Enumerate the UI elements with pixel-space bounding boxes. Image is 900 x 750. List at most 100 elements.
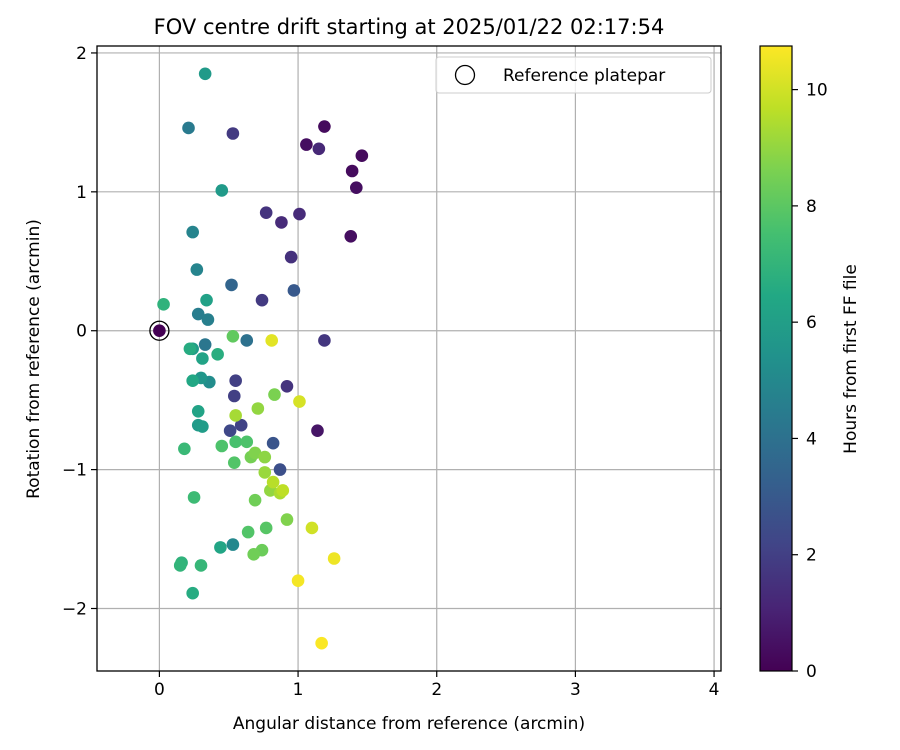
y-tick-label: 1 <box>76 183 87 203</box>
data-points <box>153 67 369 650</box>
data-point <box>311 424 324 438</box>
data-point <box>276 484 290 497</box>
data-point <box>268 388 281 401</box>
x-tick-label: 3 <box>570 680 581 700</box>
data-point <box>227 456 241 469</box>
data-point <box>227 389 241 403</box>
data-point <box>266 475 280 489</box>
colorbar-gradient <box>759 45 793 672</box>
data-point <box>265 334 279 347</box>
data-point <box>183 342 197 356</box>
legend-entry-reference-platepar: Reference platepar <box>503 66 665 86</box>
colorbar-tick-label: 8 <box>806 197 817 217</box>
data-point <box>259 206 273 219</box>
data-point <box>248 493 262 507</box>
plot-area-frame <box>96 45 722 672</box>
colorbar-tick-label: 0 <box>806 662 817 682</box>
data-point <box>173 559 187 572</box>
x-axis-ticks: 0 1 2 3 4 <box>154 671 719 700</box>
data-point <box>259 521 273 535</box>
data-point <box>248 446 262 460</box>
data-point <box>327 552 341 565</box>
data-point <box>315 636 328 650</box>
data-point <box>284 250 298 264</box>
data-point <box>226 127 240 140</box>
colorbar-tick-label: 2 <box>806 546 817 566</box>
data-point <box>293 207 306 221</box>
colorbar-ticks: 0 2 4 6 8 10 <box>792 81 828 682</box>
data-point <box>287 284 301 297</box>
data-point <box>251 402 265 415</box>
data-point <box>223 424 237 438</box>
data-point <box>198 67 212 81</box>
y-axis-label: Rotation from reference (arcmin) <box>24 219 44 499</box>
data-point <box>186 374 199 388</box>
legend: Reference platepar <box>435 56 712 94</box>
colorbar-tick-label: 10 <box>806 81 828 101</box>
data-point <box>344 229 358 243</box>
data-point <box>198 338 212 351</box>
chart-title: FOV centre drift starting at 2025/01/22 … <box>154 15 665 39</box>
data-point <box>280 513 294 526</box>
y-tick-label: 0 <box>76 322 87 342</box>
x-axis-label: Angular distance from reference (arcmin) <box>233 714 585 734</box>
data-point <box>157 298 170 311</box>
x-tick-label: 1 <box>293 680 304 700</box>
data-point <box>191 307 205 321</box>
colorbar-tick-label: 4 <box>806 429 817 449</box>
data-point <box>240 334 254 347</box>
x-tick-label: 2 <box>431 680 442 700</box>
data-point <box>280 379 294 393</box>
data-point <box>247 548 260 561</box>
data-point <box>345 164 359 178</box>
data-point <box>190 263 204 276</box>
data-point <box>153 324 166 338</box>
data-point <box>194 559 208 572</box>
data-point <box>226 538 240 551</box>
reference-marker <box>149 320 170 341</box>
data-point <box>196 420 209 433</box>
data-point <box>187 491 201 504</box>
data-point <box>229 374 242 388</box>
y-tick-label: −2 <box>62 600 87 620</box>
y-axis-ticks: −2 −1 0 1 2 <box>62 44 97 620</box>
data-point <box>201 313 215 326</box>
data-point <box>229 409 242 422</box>
data-point <box>226 329 240 343</box>
data-point <box>318 334 331 347</box>
data-point <box>191 404 205 418</box>
data-point <box>241 525 255 539</box>
data-point <box>186 225 199 239</box>
data-point <box>293 395 306 408</box>
data-point <box>350 181 363 194</box>
data-point <box>266 436 280 450</box>
data-point <box>215 184 229 197</box>
data-point <box>240 435 254 449</box>
data-point <box>273 463 287 476</box>
legend-box <box>435 56 712 94</box>
data-point <box>225 278 238 292</box>
y-tick-label: −1 <box>62 461 87 481</box>
data-point <box>305 521 319 535</box>
data-point <box>234 418 248 432</box>
data-point <box>300 138 313 151</box>
data-point <box>229 435 242 449</box>
data-point <box>255 293 269 307</box>
data-point <box>186 586 199 600</box>
colorbar: 0 2 4 6 8 10 Hours from first FF file <box>759 45 861 682</box>
x-tick-label: 4 <box>709 680 720 700</box>
colorbar-label: Hours from first FF file <box>841 264 861 454</box>
data-point <box>211 348 224 361</box>
colorbar-tick-label: 6 <box>806 313 817 333</box>
data-point <box>215 439 229 453</box>
y-tick-label: 2 <box>76 44 87 64</box>
data-point <box>196 352 209 365</box>
data-point <box>182 121 195 135</box>
data-point <box>214 541 227 554</box>
reference-marker-group <box>149 320 170 341</box>
data-point <box>275 216 288 229</box>
data-point <box>312 142 326 156</box>
data-point <box>258 450 272 464</box>
data-point <box>318 120 331 133</box>
